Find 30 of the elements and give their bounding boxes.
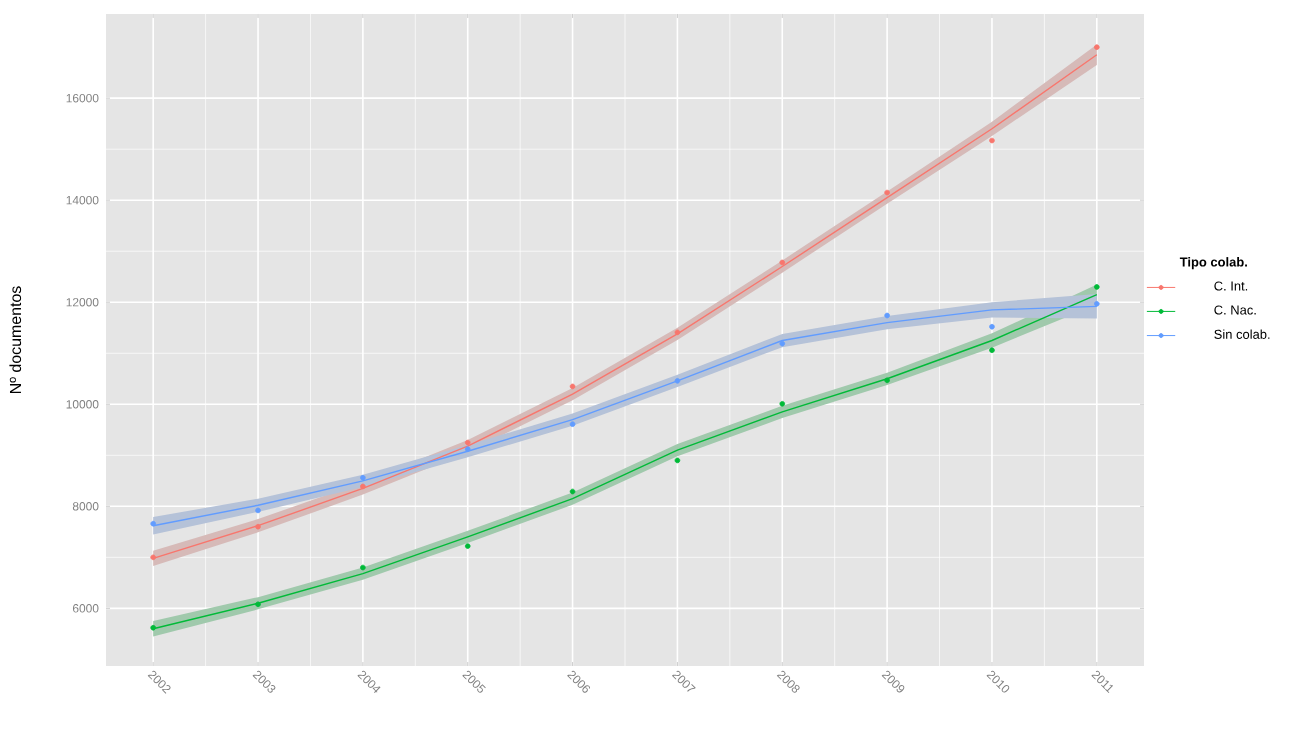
point bbox=[464, 446, 471, 452]
point bbox=[569, 421, 576, 427]
point bbox=[360, 474, 366, 481]
point bbox=[569, 488, 576, 495]
point bbox=[255, 507, 261, 514]
point bbox=[884, 377, 890, 384]
point bbox=[779, 259, 786, 266]
point bbox=[464, 439, 471, 446]
point bbox=[360, 564, 366, 571]
point bbox=[255, 523, 261, 530]
point bbox=[150, 520, 156, 527]
point bbox=[884, 189, 890, 196]
point bbox=[779, 400, 786, 407]
point bbox=[884, 312, 890, 319]
point bbox=[360, 483, 366, 490]
point bbox=[674, 378, 681, 384]
point bbox=[989, 137, 995, 144]
point bbox=[569, 383, 576, 390]
point bbox=[255, 601, 261, 608]
point bbox=[150, 554, 156, 561]
point bbox=[150, 624, 156, 631]
point bbox=[779, 340, 786, 347]
point bbox=[989, 347, 995, 353]
point bbox=[464, 543, 471, 549]
point bbox=[1094, 44, 1100, 50]
point bbox=[989, 323, 995, 330]
point bbox=[674, 329, 681, 336]
point bbox=[1094, 300, 1100, 307]
point bbox=[674, 457, 681, 464]
point bbox=[1094, 284, 1100, 290]
